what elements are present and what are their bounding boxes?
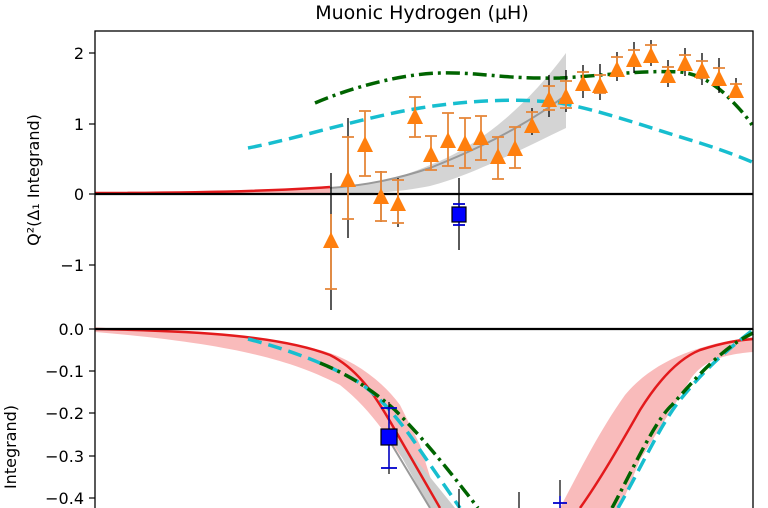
bottom-y-axis-label: Integrand) [1, 405, 20, 489]
y-tick-label: 0 [74, 185, 84, 204]
top-panel: 2 1 0 −1 Q²(Δ₁ Integrand) [24, 30, 754, 330]
y-tick-label: −0.3 [45, 447, 84, 466]
y-tick-label: 2 [74, 44, 84, 63]
y-tick-label: −0.1 [45, 362, 84, 381]
partial-error-bars [458, 480, 561, 508]
y-tick-label: −0.2 [45, 404, 84, 423]
red-curve [94, 327, 754, 508]
y-tick-label: 0.0 [59, 320, 84, 339]
y-tick-label: −1 [60, 256, 84, 275]
red-uncertainty-band [95, 329, 753, 508]
gray-uncertainty-band [389, 440, 455, 508]
y-tick-label: 1 [74, 115, 84, 134]
blue-data-point [380, 402, 398, 474]
gray-curve [391, 444, 431, 508]
y-tick-label: −0.4 [45, 489, 84, 508]
chart-title: Muonic Hydrogen (μH) [315, 2, 529, 24]
top-y-axis-label: Q²(Δ₁ Integrand) [24, 114, 43, 246]
orange-data-points [323, 40, 744, 310]
bottom-panel: 0.0 −0.1 −0.2 −0.3 −0.4 Integrand) [1, 320, 755, 508]
blue-data-point [451, 203, 467, 226]
green-dashdot-curve [319, 331, 754, 508]
